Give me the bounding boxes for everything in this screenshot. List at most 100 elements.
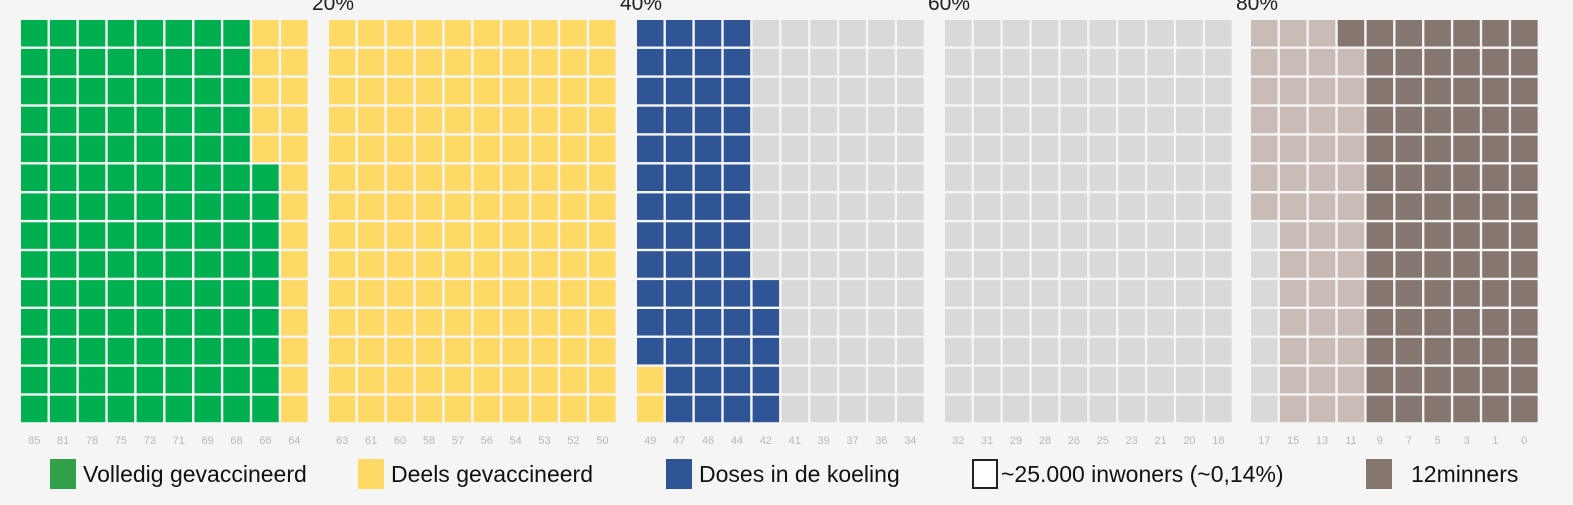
waffle-cell-niet-gevaccineerd: [1337, 309, 1365, 336]
waffle-cell-niet-gevaccineerd: [1279, 395, 1307, 423]
waffle-cell-volledig: [136, 366, 164, 394]
waffle-cell-deels: [560, 135, 587, 163]
waffle-cell-leeg: [1147, 337, 1174, 365]
waffle-cell-deels: [502, 193, 529, 220]
legend: Volledig gevaccineerd Deels gevaccineerd…: [0, 452, 1573, 496]
waffle-cell-leeg: [1002, 135, 1030, 163]
waffle-cell-leeg: [1176, 280, 1203, 307]
waffle-cell-leeg: [1118, 135, 1145, 163]
waffle-cell-deels: [560, 193, 587, 220]
waffle-cell-leeg: [1176, 395, 1203, 423]
waffle-cell-niet-gevaccineerd: [1308, 164, 1336, 191]
waffle-cell-volledig: [223, 280, 250, 307]
waffle-cell-12minners: [1366, 20, 1394, 47]
waffle-cell-volledig: [194, 20, 221, 47]
waffle-cell-deels: [281, 77, 308, 105]
waffle-cell-leeg: [1060, 337, 1088, 365]
waffle-cell-leeg: [1147, 309, 1174, 336]
waffle-cell-leeg: [810, 366, 837, 394]
waffle-cell-volledig: [136, 251, 164, 278]
waffle-cell-12minners: [1424, 251, 1451, 278]
waffle-cell-volledig: [165, 48, 192, 76]
waffle-cell-deels: [252, 77, 279, 105]
waffle-cell-deels: [444, 135, 472, 163]
column-label: 69: [202, 435, 214, 447]
waffle-cell-leeg: [973, 309, 1001, 336]
waffle-cell-leeg: [1251, 222, 1278, 249]
waffle-cell-12minners: [1511, 251, 1538, 278]
waffle-cell-leeg: [1002, 309, 1030, 336]
waffle-cell-volledig: [49, 77, 77, 105]
column-label: 39: [818, 435, 830, 447]
waffle-cell-volledig: [194, 280, 221, 307]
waffle-cell-deels: [281, 337, 308, 365]
waffle-cell-leeg: [752, 164, 780, 191]
waffle-cell-deels: [473, 48, 500, 76]
column-label: 28: [1039, 435, 1051, 447]
waffle-cell-deels: [281, 222, 308, 249]
waffle-cell-deels: [531, 77, 558, 105]
waffle-cell-koeling: [665, 193, 693, 220]
waffle-cell-leeg: [945, 48, 972, 76]
waffle-cell-12minners: [1366, 395, 1394, 423]
waffle-cell-12minners: [1395, 309, 1422, 336]
waffle-cell-niet-gevaccineerd: [1308, 135, 1336, 163]
waffle-cell-leeg: [1031, 309, 1059, 336]
waffle-cell-koeling: [723, 337, 751, 365]
waffle-cell-deels: [589, 77, 616, 105]
column-label: 46: [702, 435, 714, 447]
legend-item-unit: ~25.000 inwoners (~0,14%): [972, 452, 1284, 496]
waffle-cell-12minners: [1511, 395, 1538, 423]
waffle-cell-leeg: [781, 309, 808, 336]
waffle-cell-leeg: [897, 251, 924, 278]
waffle-cell-deels: [589, 222, 616, 249]
waffle-cell-12minners: [1482, 164, 1509, 191]
waffle-cell-12minners: [1337, 20, 1365, 47]
waffle-cell-12minners: [1366, 309, 1394, 336]
waffle-cell-12minners: [1482, 395, 1509, 423]
waffle-cell-leeg: [1060, 135, 1088, 163]
waffle-cell-volledig: [252, 309, 279, 336]
waffle-cell-koeling: [694, 309, 722, 336]
waffle-cell-deels: [444, 77, 472, 105]
waffle-cell-deels: [502, 309, 529, 336]
waffle-cell-leeg: [1118, 164, 1145, 191]
waffle-cell-koeling: [637, 251, 664, 278]
waffle-cell-leeg: [839, 77, 866, 105]
waffle-cell-deels: [637, 366, 664, 394]
waffle-cell-niet-gevaccineerd: [1337, 164, 1365, 191]
legend-swatch-volledig: [50, 459, 76, 489]
column-label: 13: [1316, 435, 1328, 447]
waffle-cell-deels: [329, 337, 356, 365]
waffle-cell-leeg: [1205, 20, 1232, 47]
waffle-cell-12minners: [1366, 280, 1394, 307]
percent-marker: 80%: [1236, 0, 1278, 15]
waffle-cell-volledig: [21, 135, 48, 163]
legend-item-koeling: Doses in de koeling: [666, 452, 900, 496]
waffle-cell-leeg: [1060, 164, 1088, 191]
waffle-cell-12minners: [1366, 77, 1394, 105]
waffle-cell-leeg: [810, 164, 837, 191]
waffle-cell-12minners: [1395, 48, 1422, 76]
waffle-cell-niet-gevaccineerd: [1337, 280, 1365, 307]
waffle-cell-leeg: [810, 20, 837, 47]
waffle-cell-deels: [357, 164, 385, 191]
waffle-cell-koeling: [637, 193, 664, 220]
waffle-cell-niet-gevaccineerd: [1308, 366, 1336, 394]
waffle-cell-leeg: [945, 164, 972, 191]
waffle-cell-leeg: [897, 366, 924, 394]
waffle-cell-deels: [357, 251, 385, 278]
waffle-cell-12minners: [1511, 222, 1538, 249]
waffle-cell-leeg: [1031, 337, 1059, 365]
waffle-cell-leeg: [1205, 135, 1232, 163]
waffle-cell-leeg: [1089, 309, 1116, 336]
waffle-cell-leeg: [868, 251, 895, 278]
waffle-cell-niet-gevaccineerd: [1337, 222, 1365, 249]
waffle-cell-leeg: [1060, 20, 1088, 47]
waffle-cell-deels: [357, 337, 385, 365]
waffle-cell-deels: [329, 48, 356, 76]
waffle-cell-12minners: [1453, 337, 1480, 365]
waffle-cell-volledig: [107, 337, 135, 365]
waffle-cell-koeling: [665, 20, 693, 47]
